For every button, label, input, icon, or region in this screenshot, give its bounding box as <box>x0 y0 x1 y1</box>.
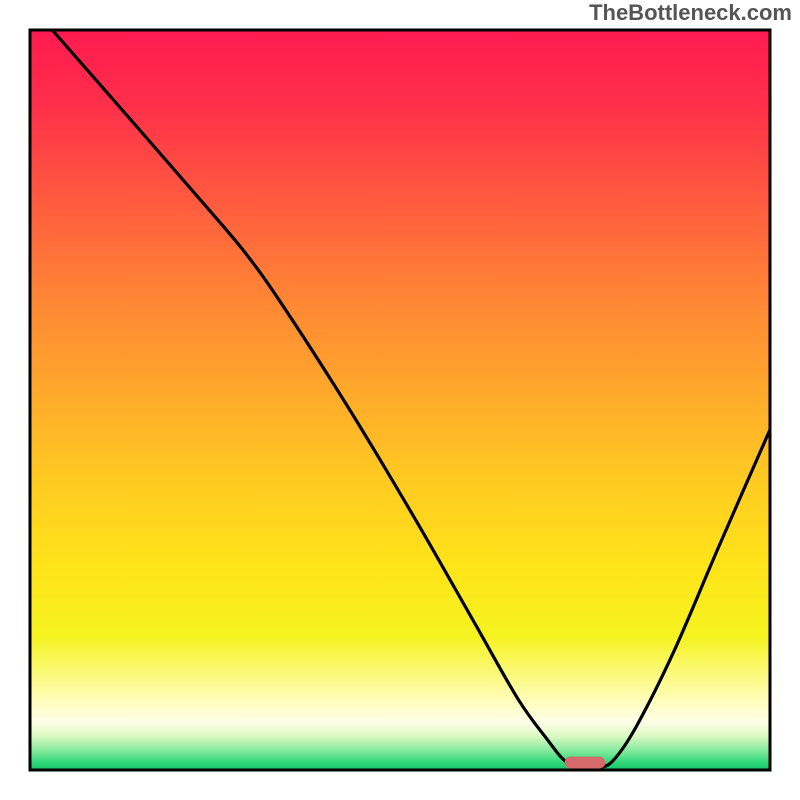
plot-area <box>30 30 770 770</box>
gradient-background <box>30 30 770 770</box>
optimal-marker <box>565 757 606 769</box>
watermark-text: TheBottleneck.com <box>589 0 792 26</box>
chart-container: TheBottleneck.com <box>0 0 800 800</box>
bottleneck-curve-chart <box>0 0 800 800</box>
